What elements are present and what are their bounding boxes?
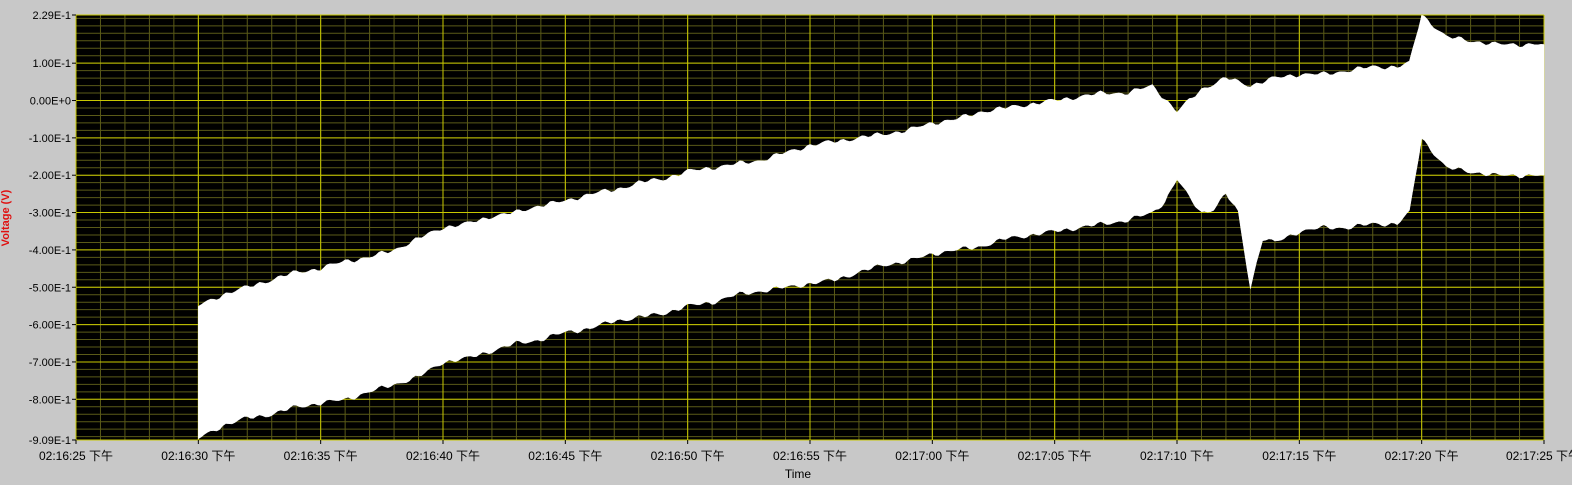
y-axis[interactable]: 2.29E-1 1.00E-1 0.00E+0 -1.00E-1 -2.00E-1 -3.… — [29, 10, 76, 447]
x-tick-label: 02:17:05 下午 — [1018, 449, 1092, 463]
x-axis[interactable]: 02:16:25 下午 02:16:30 下午 02:16:35 下午 02:16:4… — [39, 440, 1572, 463]
y-tick-label: -6.00E-1 — [29, 320, 71, 332]
x-tick-label: 02:16:40 下午 — [406, 449, 480, 463]
y-tick-label: -8.00E-1 — [29, 394, 71, 406]
y-tick-label: -4.00E-1 — [29, 245, 71, 257]
y-tick-label: -9.09E-1 — [29, 435, 71, 447]
y-tick-label: -3.00E-1 — [29, 208, 71, 220]
x-tick-label: 02:16:45 下午 — [528, 449, 602, 463]
x-tick-label: 02:17:25 下午 — [1506, 449, 1572, 463]
x-tick-label: 02:17:10 下午 — [1140, 449, 1214, 463]
x-tick-label: 02:17:20 下午 — [1385, 449, 1459, 463]
y-axis-title: Voltage (V) — [0, 189, 12, 247]
y-tick-label: -2.00E-1 — [29, 170, 71, 182]
x-tick-label: 02:16:35 下午 — [284, 449, 358, 463]
y-tick-label: -1.00E-1 — [29, 133, 71, 145]
y-tick-label: 0.00E+0 — [30, 96, 71, 108]
y-tick-label: -7.00E-1 — [29, 357, 71, 369]
y-tick-label: 1.00E-1 — [32, 58, 71, 70]
signal-trace — [198, 14, 1545, 440]
x-tick-label: 02:17:15 下午 — [1262, 449, 1336, 463]
x-tick-label: 02:16:25 下午 — [39, 449, 113, 463]
x-tick-label: 02:16:55 下午 — [773, 449, 847, 463]
y-tick-label: 2.29E-1 — [32, 10, 71, 22]
x-axis-title: Time — [785, 467, 812, 480]
x-tick-label: 02:17:00 下午 — [895, 449, 969, 463]
x-tick-label: 02:16:30 下午 — [161, 449, 235, 463]
x-tick-label: 02:16:50 下午 — [651, 449, 725, 463]
y-tick-label: -5.00E-1 — [29, 282, 71, 294]
